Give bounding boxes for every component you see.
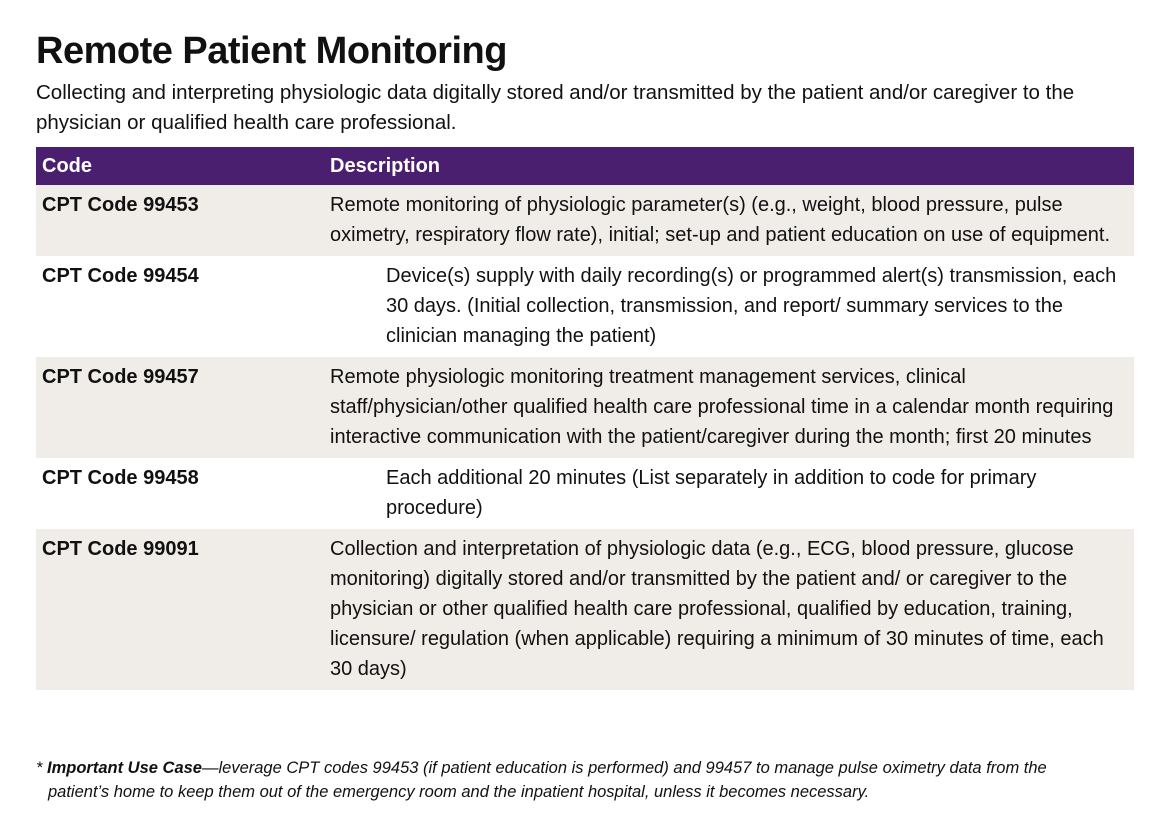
row: CPT Code 99453 Remote monitoring of physi… [36, 185, 1134, 256]
subtitle: Collecting and interpreting physiologic … [36, 81, 1075, 134]
row: CPT Code 99458 Each additional 20 minutes… [36, 458, 1134, 529]
row: CPT Code 99091 Collection and interpretat… [36, 529, 1134, 690]
footnote-text: —leverage CPT codes 99453 (if patient ed… [48, 759, 1047, 801]
row: CPT Code 99454 Device(s) supply with dail… [36, 256, 1134, 357]
description: Each additional 20 minutes (List separat… [386, 467, 1037, 519]
description: Device(s) supply with daily recording(s)… [386, 265, 1117, 347]
column-header: Description [324, 147, 1134, 185]
code: CPT Code 99457 [36, 357, 324, 458]
code-table: Code Description CPT Code 99453 Remote mo… [36, 147, 1134, 690]
code: CPT Code 99458 [42, 467, 199, 489]
description: Collection and interpretation of physiol… [324, 529, 1134, 690]
title: Remote Patient Monitoring [36, 30, 507, 72]
footnote-emphasis: Important Use Case [47, 759, 202, 777]
footnote: * Important Use Case—leverage CPT codes … [36, 756, 1108, 804]
row: CPT Code 99457 Remote physiologic monitor… [36, 357, 1134, 458]
footnote-marker: * [36, 759, 43, 777]
code: CPT Code 99091 [36, 529, 324, 690]
header-row: Code Description [36, 147, 1134, 185]
description: Remote monitoring of physiologic paramet… [324, 185, 1134, 256]
description: Remote physiologic monitoring treatment … [324, 357, 1134, 458]
code: CPT Code 99454 [42, 265, 199, 287]
column-header: Code [36, 147, 324, 185]
code: CPT Code 99453 [36, 185, 324, 256]
